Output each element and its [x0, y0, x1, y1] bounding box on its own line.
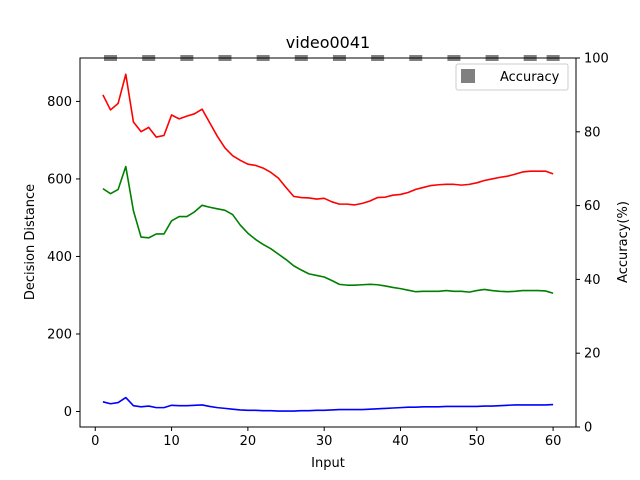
- legend-accuracy-label: Accuracy: [500, 70, 560, 85]
- axes-frame: [79, 57, 577, 428]
- y-tick-label: 600: [47, 172, 72, 187]
- series-line-3: [102, 396, 554, 412]
- legend-accuracy-marker: [461, 69, 475, 83]
- y2-tick-label: 0: [584, 421, 592, 436]
- x-tick-label: 30: [316, 434, 333, 449]
- x-tick-label: 0: [91, 434, 99, 449]
- x-tick-label: 60: [545, 434, 562, 449]
- series-line-2: [102, 165, 554, 295]
- y2-tick-label: 80: [584, 125, 601, 140]
- y-axis-title: Decision Distance: [23, 184, 38, 300]
- y-tick-label: 200: [47, 327, 72, 342]
- y-tick-label: 0: [64, 405, 72, 420]
- y2-tick-label: 100: [584, 52, 609, 67]
- y-tick-label: 400: [47, 250, 72, 265]
- y2-tick-label: 40: [584, 273, 601, 288]
- x-tick-label: 40: [392, 434, 409, 449]
- x-tick-label: 50: [469, 434, 486, 449]
- chart-title: video0041: [286, 33, 370, 52]
- x-tick-label: 20: [240, 434, 257, 449]
- y2-tick-label: 60: [584, 199, 601, 214]
- legend-frame: [455, 63, 569, 91]
- x-tick-label: 10: [163, 434, 180, 449]
- y2-axis-title: Accuracy(%): [616, 201, 631, 283]
- y2-tick-label: 20: [584, 347, 601, 362]
- x-axis-title: Input: [311, 456, 345, 471]
- series-line-1: [102, 73, 554, 206]
- y-tick-label: 800: [47, 95, 72, 110]
- legend: Accuracy: [455, 63, 569, 91]
